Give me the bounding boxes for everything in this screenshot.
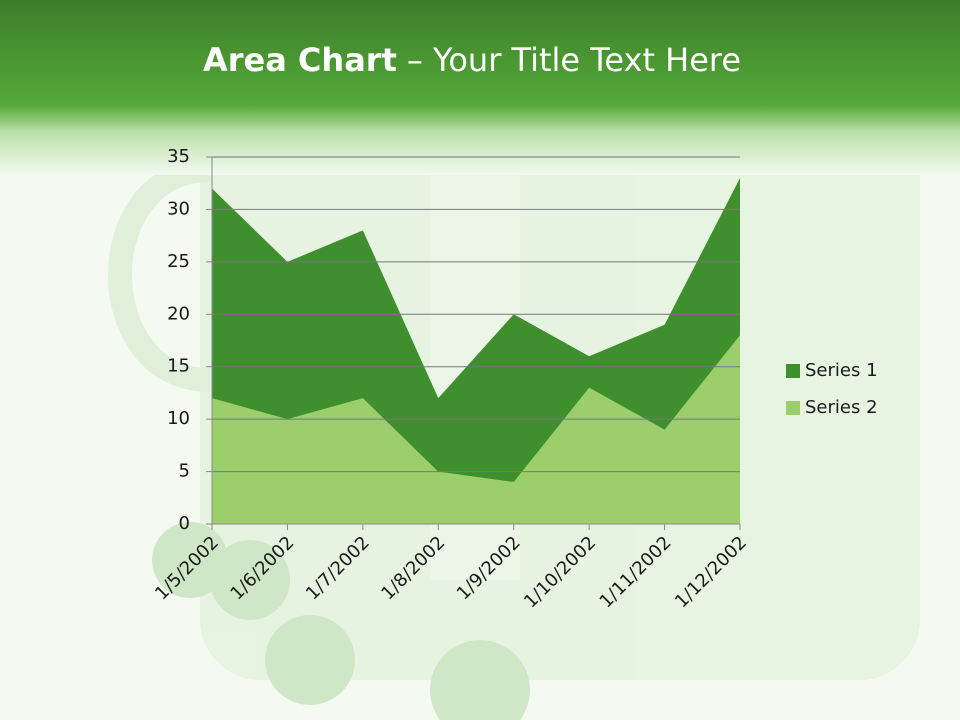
y-tick-label: 0 (179, 513, 190, 534)
legend-swatch (786, 401, 800, 415)
legend-label: Series 2 (805, 397, 878, 418)
title-rest: – Your Title Text Here (407, 41, 741, 79)
y-tick-label: 15 (167, 356, 190, 377)
y-tick-label: 30 (167, 198, 190, 219)
y-tick-label: 5 (179, 461, 190, 482)
y-tick-label: 35 (167, 146, 190, 167)
legend-label: Series 1 (805, 360, 878, 381)
y-tick-label: 20 (167, 303, 190, 324)
title-bold: Area Chart (203, 41, 397, 79)
y-tick-label: 25 (167, 251, 190, 272)
legend-swatch (786, 364, 800, 378)
y-tick-label: 10 (167, 408, 190, 429)
area (212, 335, 740, 524)
chart-title: Area Chart – Your Title Text Here (203, 41, 741, 79)
header (0, 0, 960, 175)
